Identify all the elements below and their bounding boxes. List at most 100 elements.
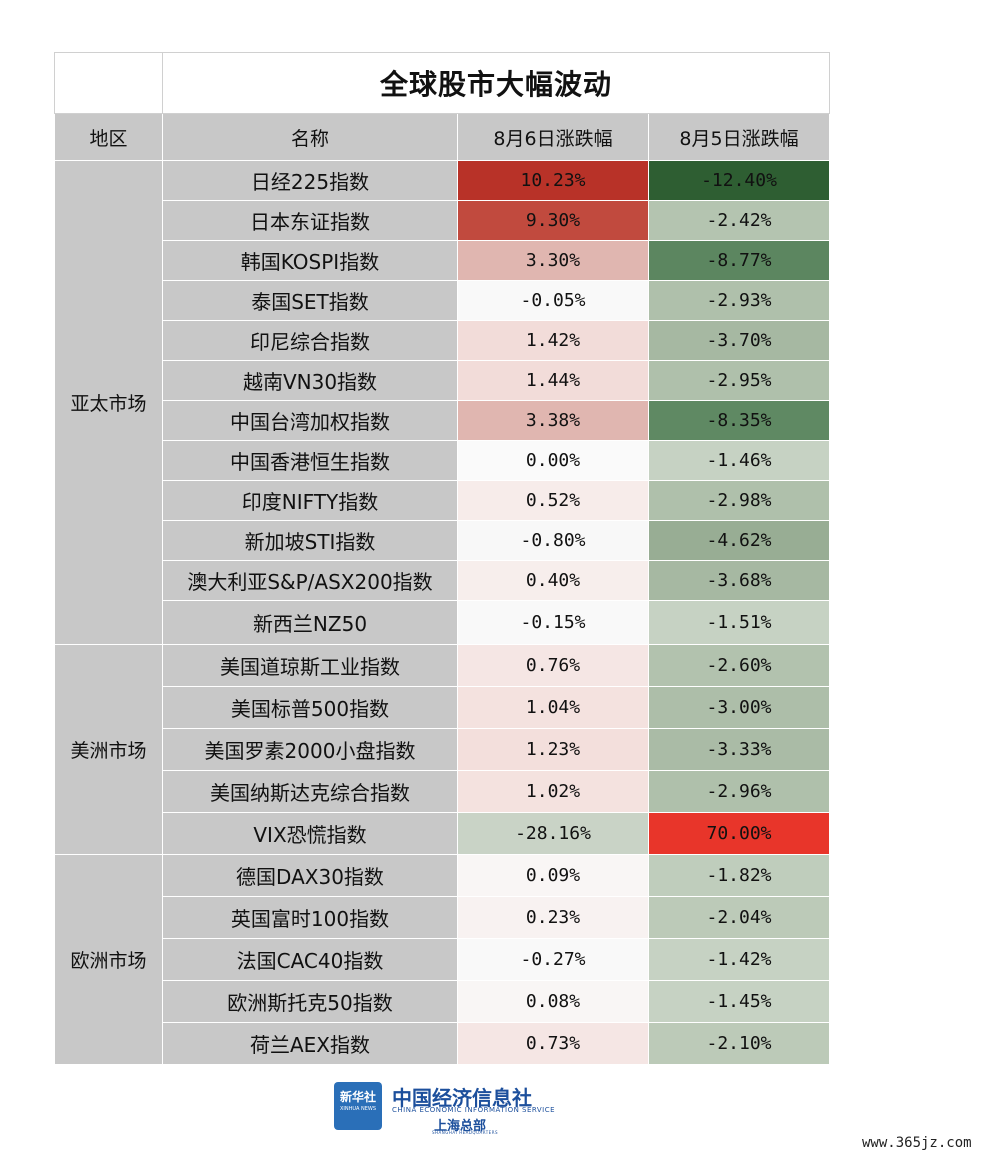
xinhua-logo-icon: 新华社 XINHUA NEWS — [334, 1082, 382, 1130]
table-row: 英国富时100指数 0.23% -2.04% — [55, 896, 830, 939]
table-row: 欧洲斯托克50指数 0.08% -1.45% — [55, 980, 830, 1023]
aug6-change: 9.30% — [457, 200, 649, 241]
aug5-change: -2.96% — [648, 770, 830, 813]
table-row: 印度NIFTY指数 0.52% -2.98% — [55, 480, 830, 521]
aug6-change: -0.80% — [457, 520, 649, 561]
aug6-change: 0.40% — [457, 560, 649, 601]
table-row: 美国罗素2000小盘指数 1.23% -3.33% — [55, 728, 830, 771]
index-name: 新西兰NZ50 — [162, 600, 458, 645]
table-row: 美国标普500指数 1.04% -3.00% — [55, 686, 830, 729]
aug6-change: 0.23% — [457, 896, 649, 939]
aug5-change: -2.60% — [648, 644, 830, 687]
index-name: 美国罗素2000小盘指数 — [162, 728, 458, 771]
table-row: VIX恐慌指数 -28.16% 70.00% — [55, 812, 830, 855]
market-table-sheet: 全球股市大幅波动 地区 名称 8月6日涨跌幅 8月5日涨跌幅 亚太市场 日经225… — [54, 52, 830, 1065]
table-row: 法国CAC40指数 -0.27% -1.42% — [55, 938, 830, 981]
aug5-change: -3.70% — [648, 320, 830, 361]
index-name: 越南VN30指数 — [162, 360, 458, 401]
logo-box-top: 新华社 — [339, 1090, 376, 1104]
aug5-change: -1.42% — [648, 938, 830, 981]
table-row: 越南VN30指数 1.44% -2.95% — [55, 360, 830, 401]
index-name: 美国纳斯达克综合指数 — [162, 770, 458, 813]
aug5-change: -4.62% — [648, 520, 830, 561]
aug5-change: -3.00% — [648, 686, 830, 729]
table-row: 新加坡STI指数 -0.80% -4.62% — [55, 520, 830, 561]
aug6-change: 1.44% — [457, 360, 649, 401]
aug6-change: 0.00% — [457, 440, 649, 481]
aug5-change: -2.93% — [648, 280, 830, 321]
market-table: 全球股市大幅波动 地区 名称 8月6日涨跌幅 8月5日涨跌幅 亚太市场 日经225… — [54, 52, 830, 1065]
index-name: 美国标普500指数 — [162, 686, 458, 729]
aug6-change: 1.04% — [457, 686, 649, 729]
org-sub-en: SHANGHAI HEADQUARTERS — [432, 1130, 499, 1135]
index-name: 泰国SET指数 — [162, 280, 458, 321]
table-row: 韩国KOSPI指数 3.30% -8.77% — [55, 240, 830, 281]
aug6-change: 0.73% — [457, 1022, 649, 1065]
header-aug6: 8月6日涨跌幅 — [457, 113, 649, 161]
aug6-change: -28.16% — [457, 812, 649, 855]
aug5-change: -2.98% — [648, 480, 830, 521]
aug5-change: -3.68% — [648, 560, 830, 601]
index-name: 中国香港恒生指数 — [162, 440, 458, 481]
aug6-change: 1.23% — [457, 728, 649, 771]
region-label: 欧洲市场 — [54, 854, 163, 1065]
aug6-change: 3.38% — [457, 400, 649, 441]
aug6-change: 0.76% — [457, 644, 649, 687]
index-name: 荷兰AEX指数 — [162, 1022, 458, 1065]
footer-logo: 新华社 XINHUA NEWS 中国经济信息社 CHINA ECONOMIC I… — [334, 1082, 584, 1135]
aug5-change: -8.77% — [648, 240, 830, 281]
index-name: 法国CAC40指数 — [162, 938, 458, 981]
index-name: 韩国KOSPI指数 — [162, 240, 458, 281]
header-aug5: 8月5日涨跌幅 — [648, 113, 830, 161]
region-label: 亚太市场 — [54, 160, 163, 645]
aug5-change: -1.46% — [648, 440, 830, 481]
aug5-change: -2.10% — [648, 1022, 830, 1065]
org-name-en: CHINA ECONOMIC INFORMATION SERVICE — [392, 1106, 556, 1114]
table-row: 美国纳斯达克综合指数 1.02% -2.96% — [55, 770, 830, 813]
aug5-change: -1.45% — [648, 980, 830, 1023]
table-row: 澳大利亚S&P/ASX200指数 0.40% -3.68% — [55, 560, 830, 601]
aug5-change: -3.33% — [648, 728, 830, 771]
org-sub: 上海总部 — [434, 1119, 487, 1134]
header-name: 名称 — [162, 113, 458, 161]
aug5-change: 70.00% — [648, 812, 830, 855]
table-row: 中国香港恒生指数 0.00% -1.46% — [55, 440, 830, 481]
title-blank-cell — [54, 52, 163, 114]
table-row: 亚太市场 日经225指数 10.23% -12.40% — [54, 160, 830, 645]
aug6-change: -0.05% — [457, 280, 649, 321]
org-name-cn: 中国经济信息社 — [392, 1086, 532, 1110]
aug6-change: 0.09% — [457, 854, 649, 897]
header-region: 地区 — [54, 113, 163, 161]
aug5-change: -2.95% — [648, 360, 830, 401]
index-name: 美国道琼斯工业指数 — [162, 644, 458, 687]
table-row: 印尼综合指数 1.42% -3.70% — [55, 320, 830, 361]
table-row: 美洲市场 美国道琼斯工业指数 0.76% -2.60% — [54, 644, 830, 855]
index-name: 印尼综合指数 — [162, 320, 458, 361]
table-title: 全球股市大幅波动 — [162, 52, 830, 114]
aug6-change: 0.52% — [457, 480, 649, 521]
index-name: 德国DAX30指数 — [162, 854, 458, 897]
watermark: www.365jz.com — [862, 1135, 972, 1151]
aug5-change: -2.04% — [648, 896, 830, 939]
index-name: 澳大利亚S&P/ASX200指数 — [162, 560, 458, 601]
index-name: 日本东证指数 — [162, 200, 458, 241]
region-label: 美洲市场 — [54, 644, 163, 855]
aug6-change: 0.08% — [457, 980, 649, 1023]
aug5-change: -8.35% — [648, 400, 830, 441]
index-name: 中国台湾加权指数 — [162, 400, 458, 441]
aug6-change: -0.27% — [457, 938, 649, 981]
aug6-change: 1.02% — [457, 770, 649, 813]
table-row: 泰国SET指数 -0.05% -2.93% — [55, 280, 830, 321]
index-name: 欧洲斯托克50指数 — [162, 980, 458, 1023]
table-row: 中国台湾加权指数 3.38% -8.35% — [55, 400, 830, 441]
aug6-change: 1.42% — [457, 320, 649, 361]
index-name: 新加坡STI指数 — [162, 520, 458, 561]
table-row: 日本东证指数 9.30% -2.42% — [55, 200, 830, 241]
aug6-change: -0.15% — [457, 600, 649, 645]
aug6-change: 10.23% — [457, 160, 649, 201]
logo-box-bottom: XINHUA NEWS — [339, 1106, 377, 1112]
index-name: 英国富时100指数 — [162, 896, 458, 939]
table-row: 新西兰NZ50 -0.15% -1.51% — [55, 600, 830, 645]
aug6-change: 3.30% — [457, 240, 649, 281]
index-name: VIX恐慌指数 — [162, 812, 458, 855]
